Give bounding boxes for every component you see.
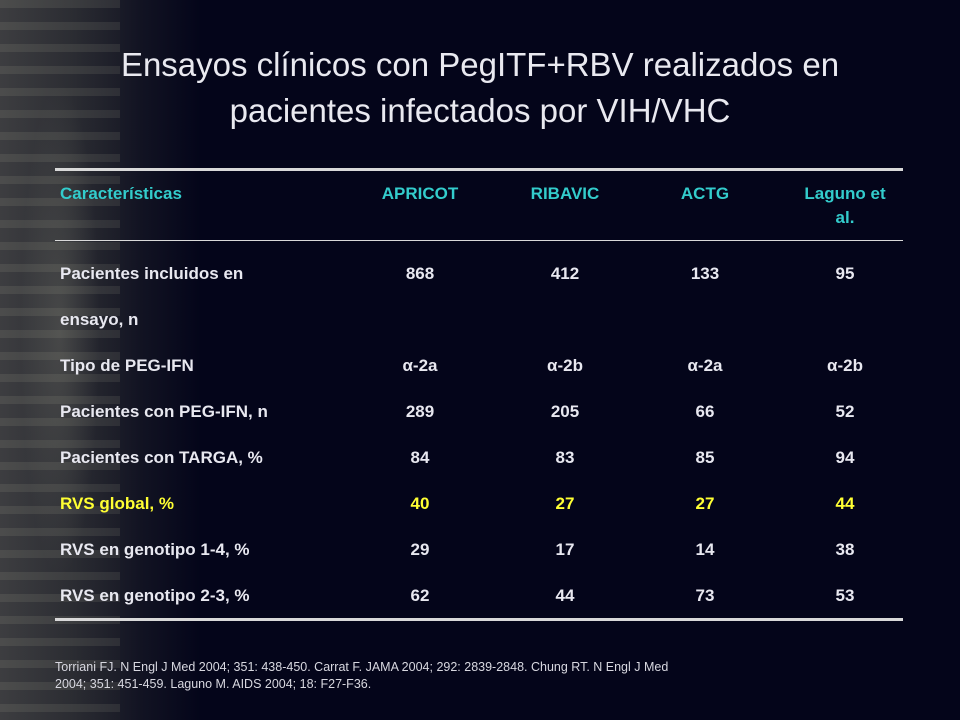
cell-actg: 73	[695, 586, 715, 605]
cell-apricot: α-2a	[402, 356, 438, 375]
cell-laguno: 44	[835, 494, 855, 513]
row-label: RVS global, %	[60, 494, 174, 513]
cell-actg: 133	[690, 264, 720, 283]
cell-ribavic: 205	[550, 402, 580, 421]
cell-actg: 85	[695, 448, 715, 467]
slide-title-line-1: Ensayos clínicos con PegITF+RBV realizad…	[120, 46, 840, 83]
cell-ribavic: 83	[555, 448, 575, 467]
table-row-pacientes-targa: Pacientes con TARGA, % 84 83 85 94	[55, 446, 903, 470]
slide-title-line-2: pacientes infectados por VIH/VHC	[229, 92, 731, 129]
table-row-rvs-genotipo-2-3: RVS en genotipo 2-3, % 62 44 73 53	[55, 584, 903, 608]
header-laguno-line-1: Laguno et	[804, 184, 886, 203]
header-ribavic: RIBAVIC	[530, 184, 600, 203]
cell-laguno: 52	[835, 402, 855, 421]
cell-apricot: 29	[410, 540, 430, 559]
row-label-continued: ensayo, n	[60, 310, 139, 329]
cell-ribavic: 27	[555, 494, 575, 513]
cell-apricot: 868	[405, 264, 435, 283]
background-photo-strip	[0, 0, 200, 720]
row-label: Pacientes incluidos en	[60, 264, 244, 283]
cell-laguno: 94	[835, 448, 855, 467]
table-header-rule	[55, 240, 903, 241]
header-actg: ACTG	[680, 184, 730, 203]
slide-title: Ensayos clínicos con PegITF+RBV realizad…	[40, 42, 920, 134]
cell-apricot: 84	[410, 448, 430, 467]
cell-actg: 27	[695, 494, 715, 513]
table-row-rvs-global: RVS global, % 40 27 27 44	[55, 492, 903, 516]
cell-actg: 66	[695, 402, 715, 421]
cell-ribavic: 412	[550, 264, 580, 283]
row-label: Pacientes con TARGA, %	[60, 448, 263, 467]
header-laguno: Laguno et al.	[785, 182, 905, 230]
row-label: RVS en genotipo 1-4, %	[60, 540, 250, 559]
cell-apricot: 289	[405, 402, 435, 421]
cell-ribavic: 17	[555, 540, 575, 559]
header-laguno-line-2: al.	[835, 208, 855, 227]
cell-laguno: 53	[835, 586, 855, 605]
cell-apricot: 40	[410, 494, 430, 513]
header-apricot: APRICOT	[381, 184, 459, 203]
cell-laguno: 95	[835, 264, 855, 283]
references-line-1: Torriani FJ. N Engl J Med 2004; 351: 438…	[55, 660, 669, 674]
table-row-pacientes-peg-ifn: Pacientes con PEG-IFN, n 289 205 66 52	[55, 400, 903, 424]
header-characteristics: Características	[60, 184, 182, 203]
table-bottom-rule	[55, 618, 903, 621]
table-row-pacientes-incluidos-cont: ensayo, n	[55, 308, 903, 332]
cell-ribavic: 44	[555, 586, 575, 605]
cell-ribavic: α-2b	[547, 356, 583, 375]
table-row-rvs-genotipo-1-4: RVS en genotipo 1-4, % 29 17 14 38	[55, 538, 903, 562]
references-line-2: 2004; 351: 451-459. Laguno M. AIDS 2004;…	[55, 677, 372, 691]
references-footer: Torriani FJ. N Engl J Med 2004; 351: 438…	[55, 659, 915, 693]
row-label: Tipo de PEG-IFN	[60, 356, 194, 375]
cell-actg: α-2a	[687, 356, 723, 375]
cell-laguno: α-2b	[827, 356, 863, 375]
table-row-tipo-peg-ifn: Tipo de PEG-IFN α-2a α-2b α-2a α-2b	[55, 354, 903, 378]
cell-apricot: 62	[410, 586, 430, 605]
table-top-rule	[55, 168, 903, 171]
cell-actg: 14	[695, 540, 715, 559]
row-label: RVS en genotipo 2-3, %	[60, 586, 250, 605]
cell-laguno: 38	[835, 540, 855, 559]
table-row-pacientes-incluidos: Pacientes incluidos en 868 412 133 95	[55, 262, 903, 286]
row-label: Pacientes con PEG-IFN, n	[60, 402, 268, 421]
